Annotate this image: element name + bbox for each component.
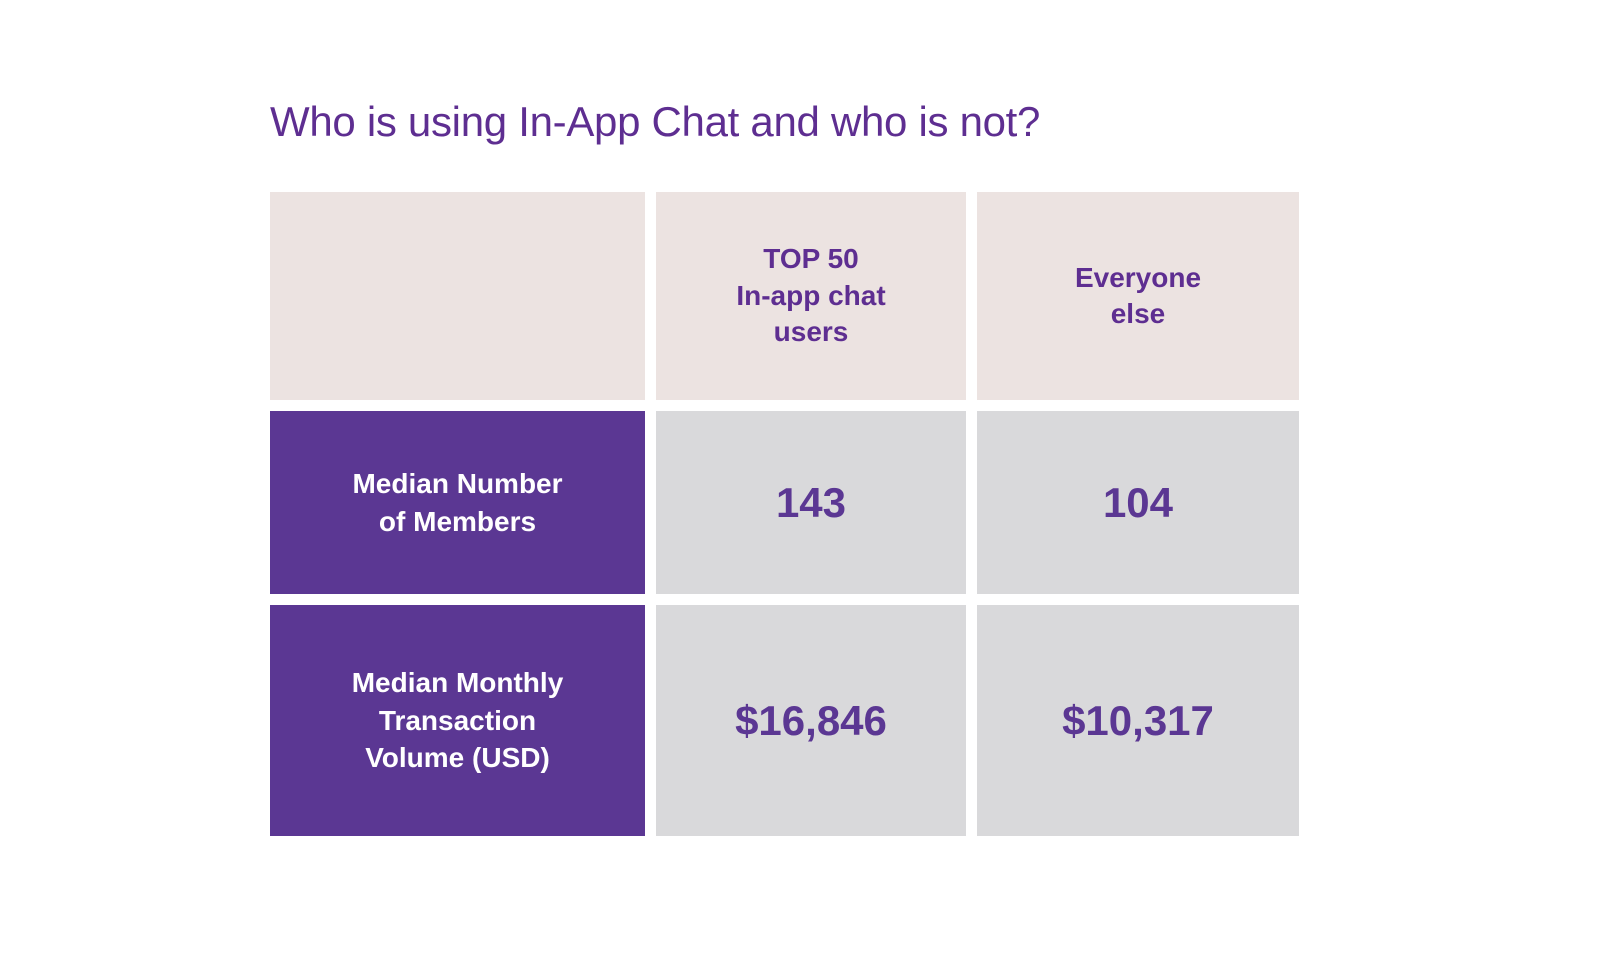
cell-volume-top50: $16,846	[656, 605, 966, 836]
page-title: Who is using In-App Chat and who is not?	[270, 98, 1041, 145]
cell-members-top50: 143	[656, 411, 966, 594]
comparison-table: TOP 50 In-app chat users Everyone else M…	[270, 192, 1299, 836]
row-label-median-volume: Median Monthly Transaction Volume (USD)	[270, 605, 645, 836]
table-corner-cell	[270, 192, 645, 400]
row-label-median-members: Median Number of Members	[270, 411, 645, 594]
column-header-top50-users: TOP 50 In-app chat users	[656, 192, 966, 400]
cell-members-everyone-else: 104	[977, 411, 1299, 594]
cell-volume-everyone-else: $10,317	[977, 605, 1299, 836]
column-header-everyone-else: Everyone else	[977, 192, 1299, 400]
